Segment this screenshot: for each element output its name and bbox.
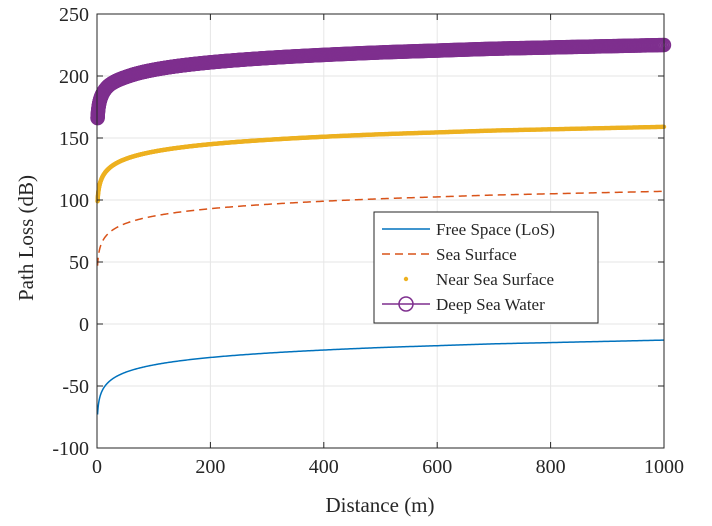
x-tick-label: 1000 xyxy=(644,456,684,478)
axes-box xyxy=(96,13,665,449)
series-layer xyxy=(90,37,672,415)
series-near-sea-surface xyxy=(95,124,667,204)
x-tick-label: 600 xyxy=(422,456,452,478)
y-tick-label: 0 xyxy=(79,314,89,336)
y-tick-label: -100 xyxy=(52,438,89,460)
legend: Free Space (LoS) Sea Surface Near Sea Surf… xyxy=(373,211,599,324)
series-line-sea-surface xyxy=(96,190,665,266)
legend-swatch-near-sea-surface xyxy=(403,276,409,282)
y-tick-label: 100 xyxy=(59,190,89,212)
y-tick-label: 150 xyxy=(59,128,89,150)
series-sea-surface xyxy=(96,190,665,266)
x-tick-label: 400 xyxy=(309,456,339,478)
y-tick-label: -50 xyxy=(62,376,89,398)
series-line-free-space xyxy=(96,339,665,415)
legend-label-near-sea-surface: Near Sea Surface xyxy=(436,270,554,289)
x-axis-label: Distance (m) xyxy=(325,493,434,517)
series-deep-sea-water xyxy=(90,37,672,126)
y-axis-label: Path Loss (dB) xyxy=(14,175,38,301)
legend-label-deep-sea-water: Deep Sea Water xyxy=(436,295,545,314)
legend-swatch-deep-sea-water xyxy=(398,296,414,312)
x-tick-label: 200 xyxy=(195,456,225,478)
y-tick-label: 250 xyxy=(59,4,89,26)
ticks: 0 200 400 600 800 1000 -100 -50 0 50 100 150 200 250 xyxy=(52,4,684,478)
x-tick-label: 0 xyxy=(92,456,102,478)
y-tick-label: 200 xyxy=(59,66,89,88)
legend-label-sea-surface: Sea Surface xyxy=(436,245,517,264)
series-free-space xyxy=(96,339,665,415)
y-tick-label: 50 xyxy=(69,252,89,274)
x-tick-label: 800 xyxy=(536,456,566,478)
legend-label-free-space: Free Space (LoS) xyxy=(436,220,555,239)
